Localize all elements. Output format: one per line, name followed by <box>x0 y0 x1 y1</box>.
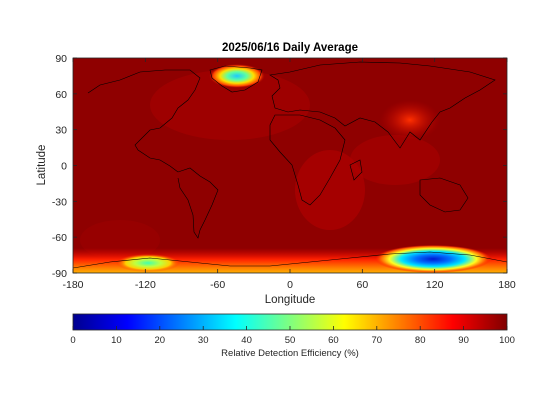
colorbar-tick-label: 10 <box>111 335 122 346</box>
x-tick-label: 180 <box>498 279 516 291</box>
colorbar-tick-label: 100 <box>499 335 515 346</box>
east-antarctica-spot <box>375 245 491 273</box>
y-axis: 90 60 30 0 -30 -60 -90 <box>52 53 507 280</box>
y-axis-label: Latitude <box>36 145 48 186</box>
colorbar-ticks: 0 10 20 30 40 50 60 70 80 90 100 <box>70 326 515 346</box>
y-tick-label: -60 <box>52 232 67 244</box>
colorbar-label: Relative Detection Efficiency (%) <box>221 348 359 359</box>
y-tick-label: 90 <box>55 53 67 65</box>
x-tick-label: 120 <box>426 279 444 291</box>
coastlines <box>73 61 507 269</box>
colorbar-tick-label: 50 <box>285 335 296 346</box>
colorbar <box>73 314 507 330</box>
colorbar-tick-label: 40 <box>241 335 252 346</box>
colorbar-tick-label: 70 <box>372 335 383 346</box>
west-antarctica-spot <box>116 254 180 272</box>
x-tick-label: -120 <box>135 279 156 291</box>
y-tick-label: 60 <box>55 89 67 101</box>
chart-title: 2025/06/16 Daily Average <box>222 42 358 54</box>
x-tick-label: 60 <box>356 279 368 291</box>
colorbar-tick-label: 20 <box>155 335 166 346</box>
x-axis-label: Longitude <box>265 294 316 306</box>
y-tick-label: -30 <box>52 196 67 208</box>
x-tick-label: 0 <box>287 279 293 291</box>
y-tick-label: 0 <box>61 161 67 173</box>
colorbar-tick-label: 60 <box>328 335 339 346</box>
tibet-spot <box>380 100 440 140</box>
x-tick-label: -60 <box>210 279 225 291</box>
heatmap-field <box>73 58 507 273</box>
colorbar-tick-label: 30 <box>198 335 209 346</box>
greenland-spot <box>209 64 265 88</box>
colorbar-tick-label: 80 <box>415 335 426 346</box>
colorbar-tick-label: 0 <box>70 335 75 346</box>
y-tick-label: -90 <box>52 268 67 280</box>
x-axis: -180 -120 -60 0 60 120 180 <box>62 58 516 291</box>
y-tick-label: 30 <box>55 125 67 137</box>
x-tick-label: -180 <box>62 279 83 291</box>
colorbar-tick-label: 90 <box>458 335 469 346</box>
